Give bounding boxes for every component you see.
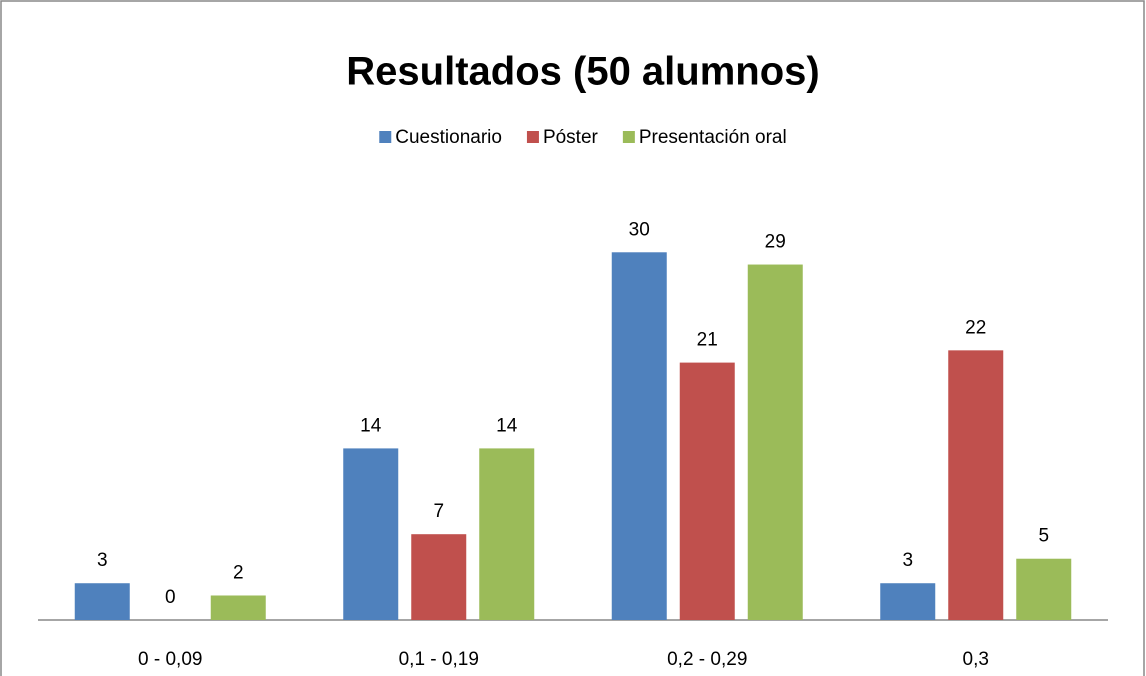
bar [880, 583, 936, 620]
value-label: 3 [97, 550, 108, 571]
legend-swatch [379, 131, 392, 143]
value-label: 21 [697, 330, 718, 351]
value-label: 14 [360, 415, 382, 436]
value-label: 0 [165, 587, 176, 608]
legend-label: Cuestionario [395, 127, 502, 148]
value-label: 5 [1038, 526, 1049, 547]
x-tick-label: 0 - 0,09 [138, 649, 202, 670]
bar [1016, 558, 1072, 620]
value-label: 7 [433, 501, 444, 522]
bar [679, 362, 735, 620]
chart-title: Resultados (50 alumnos) [346, 50, 819, 94]
value-label: 3 [902, 550, 913, 571]
x-tick-label: 0,1 - 0,19 [399, 649, 479, 670]
value-label: 14 [496, 415, 518, 436]
bar [343, 448, 399, 620]
value-label: 2 [233, 563, 244, 584]
legend-swatch [526, 131, 539, 143]
legend-label: Presentación oral [639, 127, 787, 148]
x-tick-label: 0,2 - 0,29 [667, 649, 747, 670]
bar [210, 595, 266, 620]
legend-label: Póster [543, 127, 599, 148]
legend-swatch [622, 131, 635, 143]
bar [747, 264, 803, 620]
bar [611, 252, 667, 621]
value-label: 30 [629, 219, 650, 240]
value-label: 29 [765, 232, 786, 253]
value-label: 22 [965, 317, 986, 338]
x-tick-label: 0,3 [963, 649, 989, 670]
bar [74, 583, 130, 620]
bar [411, 534, 467, 620]
bar [948, 350, 1004, 620]
bar [479, 448, 535, 620]
